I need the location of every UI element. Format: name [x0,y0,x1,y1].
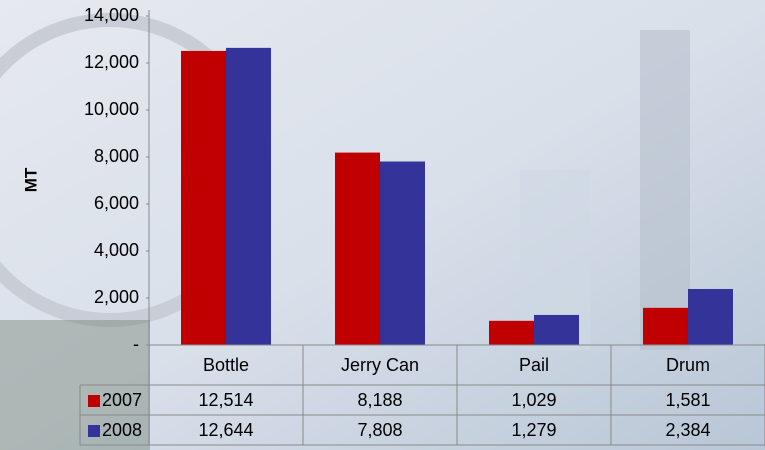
category-label: Bottle [203,355,249,375]
tower-decoration [640,30,690,350]
bar [688,288,733,345]
y-tick-label: 12,000 [84,52,139,72]
y-tick-label: 10,000 [84,99,139,119]
table-value: 12,514 [198,390,253,410]
table-value: 1,581 [665,390,710,410]
table-value: 2,384 [665,420,710,440]
bar [181,50,226,346]
category-label: Drum [666,355,710,375]
bar [489,320,534,345]
legend-label: 2008 [102,420,142,440]
y-tick-label: 4,000 [94,240,139,260]
table-value: 8,188 [357,390,402,410]
category-label: Pail [519,355,549,375]
y-tick-label: 14,000 [84,5,139,25]
bar [380,161,425,345]
legend-key [88,425,100,437]
y-axis-label: MT [21,167,40,192]
table-value: 12,644 [198,420,253,440]
y-tick-label: 2,000 [94,287,139,307]
legend-label: 2007 [102,390,142,410]
y-tick-label: - [133,334,139,354]
bar [226,47,271,346]
y-tick-label: 8,000 [94,146,139,166]
category-label: Jerry Can [341,355,419,375]
legend-key [88,395,100,407]
y-tick-label: 6,000 [94,193,139,213]
bar [335,152,380,345]
table-value: 7,808 [357,420,402,440]
bar [534,314,579,345]
bar [643,307,688,345]
table-value: 1,279 [511,420,556,440]
table-value: 1,029 [511,390,556,410]
